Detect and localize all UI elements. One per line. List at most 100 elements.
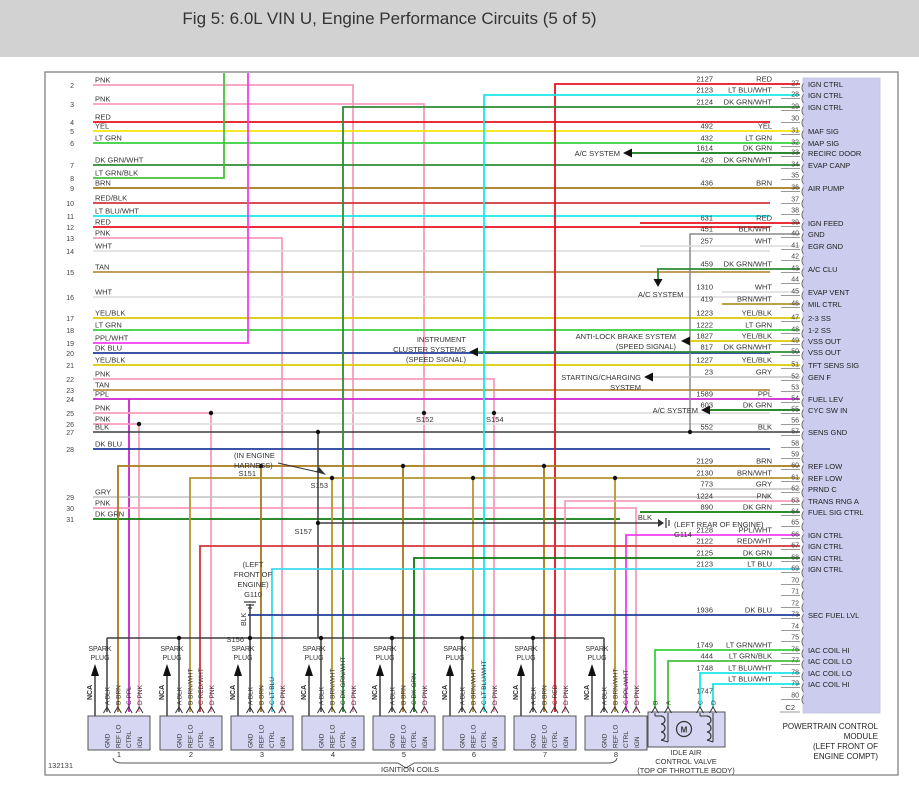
- pcm-pin-bracket-icon: (: [801, 375, 804, 385]
- wire-color-label: YEL/BLK: [742, 332, 772, 341]
- wire-color-label: PPL: [758, 390, 772, 399]
- wire-ppl-wht: [93, 73, 249, 344]
- spark-plug-label: PLUG: [587, 655, 606, 662]
- left-pin-number: 6: [70, 141, 74, 148]
- coil-pin-chevron-icon: [632, 706, 641, 714]
- wire-brn: [117, 465, 800, 712]
- ignition-coils-bracket: [112, 757, 618, 769]
- iac-pin-chevron-icon: [664, 706, 672, 714]
- pcm-signal-label: IGN CTRL: [808, 80, 843, 89]
- pcm-pin-number: 56: [791, 418, 799, 425]
- pcm-pin-number: 39: [791, 220, 799, 227]
- left-pin-number: 8: [70, 176, 74, 183]
- circuit-number: 459: [700, 260, 713, 269]
- harness-pointer-arrow-icon: [316, 467, 326, 475]
- left-wire-color-label: PNK: [95, 499, 110, 508]
- pcm-pin-bracket-icon: (: [801, 221, 804, 231]
- wire-color-label: LT BLU/WHT: [728, 675, 772, 684]
- pcm-pin-number: 78: [791, 670, 799, 677]
- left-wire-color-label: PNK: [95, 229, 110, 238]
- pcm-pin-bracket-icon: (: [801, 290, 804, 300]
- pcm-signal-label: EVAP VENT: [808, 288, 850, 297]
- left-pin-number: 2: [70, 83, 74, 90]
- nca-label: NCA: [87, 685, 94, 700]
- circuit-number: 1936: [696, 606, 713, 615]
- annotation-g114-location: (LEFT REAR OF ENGINE): [674, 520, 764, 529]
- left-pin-number: 28: [66, 447, 74, 454]
- pcm-pin-bracket-icon: (: [801, 533, 804, 543]
- left-pin-number: 17: [66, 316, 74, 323]
- spark-plug-label: PLUG: [375, 655, 394, 662]
- wire-color-label: PNK: [757, 492, 772, 501]
- spark-plug-arrow-icon: [517, 664, 525, 676]
- circuit-number: 2128: [696, 526, 713, 535]
- coil-pin-chevron-icon: [327, 706, 336, 714]
- coil-pin-chevron-icon: [398, 706, 407, 714]
- left-wire-color-label: TAN: [95, 381, 109, 390]
- coil-pin-chevron-icon: [338, 706, 347, 714]
- left-wire-color-label: RED: [95, 218, 111, 227]
- left-wire-color-label: DK BLU: [95, 440, 122, 449]
- pcm-signal-label: REF LOW: [808, 462, 843, 471]
- coil-wire-label: D PNK: [280, 684, 287, 705]
- coil-pin-chevron-icon: [529, 706, 537, 714]
- pcm-signal-label: IGN CTRL: [808, 103, 843, 112]
- pcm-pin-number: 80: [791, 693, 799, 700]
- pcm-pin-number: 49: [791, 338, 799, 345]
- annotation-instrument-cluster: CLUSTER SYSTEMS: [393, 345, 466, 354]
- circuit-number: 890: [700, 503, 713, 512]
- coil-pin-name: CTRL: [269, 731, 276, 748]
- pcm-pin-bracket-icon: (: [801, 613, 804, 623]
- left-pin-number: 22: [66, 377, 74, 384]
- pcm-pin-number: 30: [791, 116, 799, 123]
- reference-arrow-icon: [469, 347, 478, 357]
- splice-label-s156: S156: [226, 635, 244, 644]
- pcm-pin-bracket-icon: (: [801, 556, 804, 566]
- wire-lt-grn-blk: [667, 660, 800, 708]
- pcm-pin-number: 51: [791, 362, 799, 369]
- pcm-pin-number: 32: [791, 140, 799, 147]
- wire-red-blk: [199, 545, 800, 712]
- nca-label: NCA: [513, 685, 520, 700]
- coil-pin-chevron-icon: [175, 706, 183, 714]
- junction-dot: [541, 463, 547, 469]
- coil-pin-chevron-icon: [490, 706, 499, 714]
- circuit-number: 492: [700, 122, 713, 131]
- coil-pin-chevron-icon: [185, 706, 194, 714]
- coil-wire-label: B BRN: [115, 685, 122, 705]
- circuit-number: 1222: [696, 321, 713, 330]
- wire-pnk: [93, 237, 283, 712]
- annotation-starting-charging: STARTING/CHARGING: [561, 373, 641, 382]
- left-pin-number: 14: [66, 249, 74, 256]
- circuit-number: 817: [700, 343, 713, 352]
- pcm-pin-bracket-icon: (: [801, 682, 804, 692]
- left-wire-color-label: PNK: [95, 76, 110, 85]
- coil-pin-chevron-icon: [420, 706, 429, 714]
- pcm-pin-bracket-icon: (: [801, 163, 804, 173]
- coil-wire-label: B BRN/WHT: [612, 669, 619, 706]
- reference-arrow-icon: [681, 336, 690, 346]
- left-wire-color-label: TAN: [95, 263, 109, 272]
- wire-color-label: WHT: [755, 283, 772, 292]
- pcm-pin-number: 60: [791, 463, 799, 470]
- spark-plug-arrow-icon: [446, 664, 454, 676]
- left-pin-number: 20: [66, 351, 74, 358]
- coil-wire-label: A BLK: [248, 686, 255, 705]
- coil-number: 1: [117, 750, 121, 759]
- circuit-number: 1310: [696, 283, 713, 292]
- coil-wire-label: D PNK: [422, 684, 429, 705]
- left-wire-color-label: BRN: [95, 179, 111, 188]
- pcm-pin-number: 53: [791, 385, 799, 392]
- iac-valve-box: [647, 711, 726, 748]
- wire-color-label: BRN: [756, 179, 772, 188]
- annotation-anti-lock: ANTI-LOCK BRAKE SYSTEM: [576, 332, 676, 341]
- left-wire-color-label: RED/BLK: [95, 194, 127, 203]
- spark-plug-label: PLUG: [162, 655, 181, 662]
- coil-pin-chevron-icon: [550, 706, 559, 714]
- coil-number: 7: [543, 750, 547, 759]
- junction-dot: [687, 429, 693, 435]
- pcm-pin-number: 73: [791, 612, 799, 619]
- circuit-number: 2130: [696, 469, 713, 478]
- pcm-pin-number: 28: [791, 92, 799, 99]
- pcm-pin-bracket-icon: (: [801, 350, 804, 360]
